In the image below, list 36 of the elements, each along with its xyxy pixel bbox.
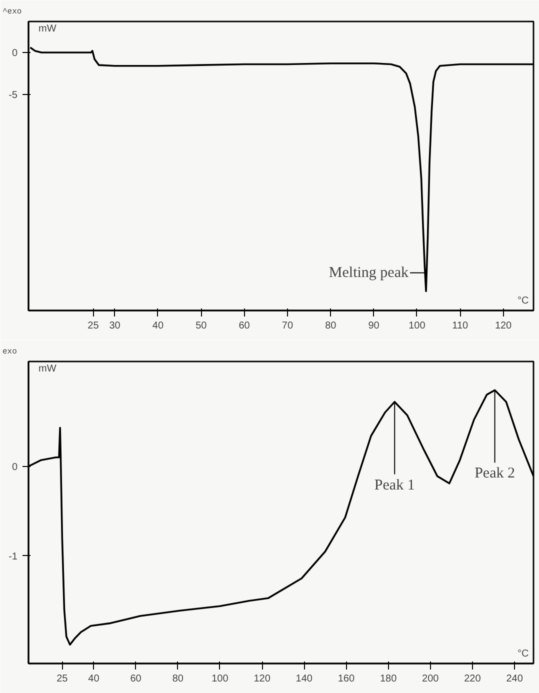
y-axis-title: mW [38,364,57,374]
x-tick-label: 90 [368,320,380,332]
x-tick-label: 30 [109,320,121,332]
x-axis-title: °C [518,296,529,306]
x-tick-label: 80 [325,320,337,332]
x-tick-label: 140 [296,674,313,684]
x-tick-label: 60 [130,674,142,684]
text: ^exo [2,8,22,16]
x-tick-label: 25 [88,320,100,332]
x-tick-label: 180 [380,674,398,684]
x-tick-label: 120 [494,320,512,332]
x-tick-label: 100 [408,320,426,332]
x-tick-label: 40 [88,674,100,684]
x-tick-label: 200 [422,674,440,684]
annotation: Melting peak [328,264,409,281]
annotation: Peak 2 [474,466,515,482]
y-tick-label: -5 [8,90,18,101]
x-tick-label: 40 [152,320,164,332]
x-tick-label: 100 [212,674,229,684]
text: exo [2,348,18,356]
x-tick-label: 220 [464,674,482,684]
x-tick-label: 25 [56,674,68,684]
x-tick-label: 160 [338,674,356,684]
y-tick-label: -1 [8,551,18,562]
x-tick-label: 70 [282,320,294,332]
x-tick-label: 60 [238,320,250,332]
x-tick-label: 80 [172,674,184,684]
x-tick-label: 50 [196,320,208,332]
y-tick-label: 0 [12,48,18,59]
x-tick-label: 120 [254,674,271,684]
annotation: Peak 1 [374,477,415,494]
x-axis-title: °C [518,648,529,660]
y-tick-label: 0 [12,462,18,473]
x-tick-label: 240 [506,674,524,684]
y-axis-title: mW [38,24,57,34]
x-tick-label: 110 [452,320,469,332]
